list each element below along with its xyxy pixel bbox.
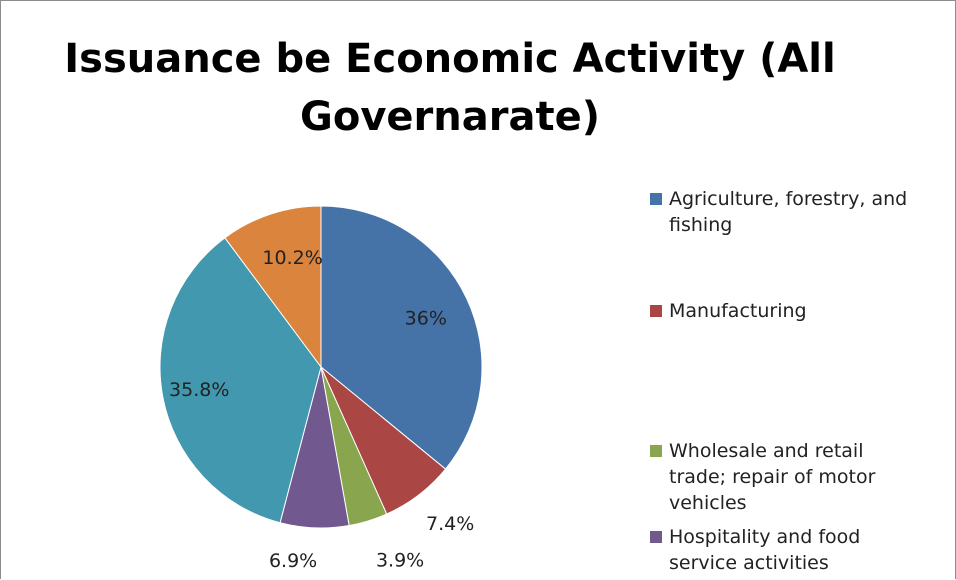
data-label-2: 3.9%	[376, 549, 424, 571]
legend-item-manufacturing: Manufacturing	[650, 298, 950, 324]
legend-item-hospitality: Hospitality and food service activities	[650, 524, 950, 576]
data-label-5: 10.2%	[262, 247, 322, 269]
legend-item-agriculture: Agriculture, forestry, and fishing	[650, 186, 950, 238]
data-label-4: 35.8%	[169, 379, 229, 401]
pie-slice-4	[159, 237, 322, 524]
legend-swatch	[650, 305, 662, 317]
data-label-0: 36%	[405, 307, 447, 329]
legend-swatch	[650, 193, 662, 205]
legend-label: Agriculture, forestry, and fishing	[669, 188, 908, 236]
chart-title: Issuance be Economic Activity (All Gover…	[64, 36, 836, 140]
legend-label: Hospitality and food service activities	[669, 526, 861, 574]
legend-item-wholesale: Wholesale and retail trade; repair of mo…	[650, 438, 950, 516]
pie-slice-5	[224, 205, 322, 369]
pie-slice-0	[320, 205, 483, 470]
data-label-1: 7.4%	[426, 513, 474, 535]
data-label-3: 6.9%	[269, 550, 317, 572]
legend-swatch	[650, 445, 662, 457]
legend-swatch	[650, 531, 662, 543]
legend-label: Manufacturing	[669, 300, 807, 322]
legend-label: Wholesale and retail trade; repair of mo…	[669, 440, 876, 514]
